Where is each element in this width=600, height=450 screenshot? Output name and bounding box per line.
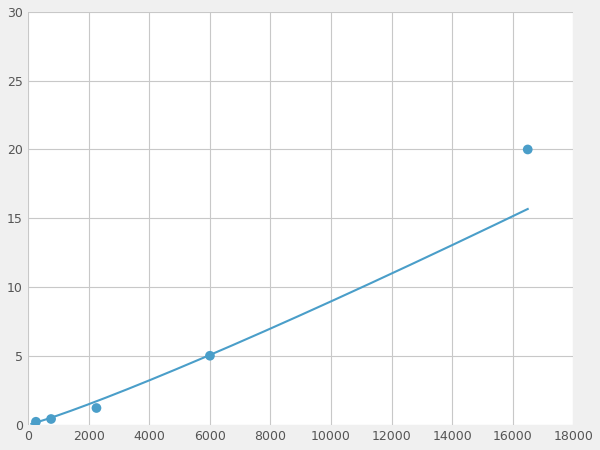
- Point: [523, 146, 533, 153]
- Point: [205, 352, 215, 360]
- Point: [31, 418, 41, 425]
- Point: [92, 405, 101, 412]
- Point: [46, 415, 56, 423]
